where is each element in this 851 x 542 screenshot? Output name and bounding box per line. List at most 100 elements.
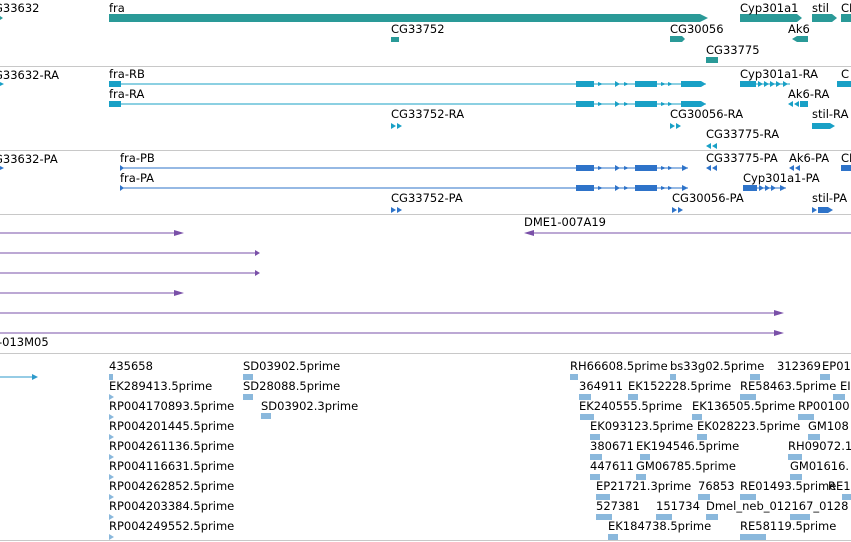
gene-label: CG30056 (670, 22, 724, 36)
gene-glyph-cg33752[interactable] (391, 37, 399, 42)
est-label[interactable]: SD28088.5prime (243, 379, 341, 393)
gene-label: CG33775 (706, 43, 760, 57)
est-label[interactable]: RE01493.5prime (740, 479, 837, 493)
est-label[interactable]: EK184738.5prime (608, 519, 712, 533)
protein-cg30056-pa[interactable] (672, 207, 683, 213)
est-label[interactable]: EK152228.5prime (628, 379, 732, 393)
est-label[interactable]: 380671 (590, 439, 634, 453)
est-label[interactable]: 364911 (579, 379, 623, 393)
clone-row[interactable] (0, 270, 260, 276)
protein-cg33775-pa[interactable] (706, 165, 717, 171)
gene-glyph-cg30056[interactable] (670, 36, 685, 42)
est-glyphs (0, 374, 851, 540)
clone-label: -013M05 (0, 335, 49, 349)
gene-label: G33632 (0, 1, 40, 15)
est-label[interactable]: bs33g02.5prime (670, 359, 765, 373)
gene-glyphs (0, 14, 851, 63)
clone-glyphs (0, 230, 851, 336)
est-label[interactable]: EP01 (822, 359, 851, 373)
est-label[interactable]: 447611 (590, 459, 634, 473)
est-label[interactable]: RP004261136.5prime (109, 439, 235, 453)
gene-glyph-stil[interactable] (812, 14, 837, 22)
est-label[interactable]: 76853 (698, 479, 735, 493)
clone-row[interactable] (0, 230, 184, 236)
gene-glyph-g33632[interactable] (0, 16, 3, 20)
track-separator (0, 66, 851, 67)
protein-label: fra-PB (120, 151, 155, 165)
gene-glyph-cyp301a1[interactable] (740, 14, 802, 22)
est-label[interactable]: Dmel_neb_012167_0128 (706, 499, 849, 513)
gene-track: G33632 fra CG33752 CG30056 CG33775 Cyp30… (0, 0, 851, 66)
est-label[interactable]: EK194546.5prime (636, 439, 740, 453)
clone-dme1-007a19[interactable] (524, 230, 851, 236)
protein-ak6-pa[interactable] (789, 165, 800, 171)
est-label[interactable]: GM108 (808, 419, 849, 433)
est-label[interactable]: RP004203384.5prime (109, 499, 235, 513)
est-label[interactable]: 527381 (596, 499, 640, 513)
est-label[interactable]: RE1 (828, 479, 851, 493)
transcript-fra-rb[interactable] (109, 81, 706, 87)
transcript-label: Cyp301a1-RA (740, 67, 818, 81)
clone-row[interactable] (0, 330, 784, 336)
est-label[interactable]: RP004262852.5prime (109, 479, 235, 493)
est-label[interactable]: RP004249552.5prime (109, 519, 235, 533)
protein-cg33752-pa[interactable] (391, 207, 402, 213)
transcript-stil-ra[interactable] (812, 123, 835, 129)
est-label[interactable]: EK289413.5prime (109, 379, 213, 393)
protein-label: fra-PA (120, 171, 155, 185)
gene-label: stil (812, 1, 829, 15)
est-label[interactable]: RE58119.5prime (740, 519, 837, 533)
est-label[interactable]: EK240555.5prime (579, 399, 683, 413)
est-label[interactable]: GM01616. (790, 459, 850, 473)
protein-label: Cyp301a1-PA (743, 171, 820, 185)
protein-label: CG33752-PA (391, 191, 463, 205)
transcript-cg33752-ra[interactable] (391, 123, 402, 129)
transcript-label: CG30056-RA (670, 107, 744, 121)
transcript-fra-ra[interactable] (109, 101, 706, 107)
est-label[interactable]: RE58463.5prime (740, 379, 837, 393)
transcript-label: Ak6-RA (788, 87, 830, 101)
transcript-label: CG33775-RA (706, 127, 780, 141)
est-label[interactable]: GM06785.5prime (636, 459, 736, 473)
transcript-label: G33632-RA (0, 68, 60, 82)
est-label[interactable]: RP004116631.5prime (109, 459, 235, 473)
est-label[interactable]: EK136505.5prime (692, 399, 796, 413)
clone-row[interactable] (0, 250, 260, 256)
est-label[interactable]: SD03902.3prime (261, 399, 359, 413)
gene-label: CI (841, 1, 851, 15)
transcript-label: fra-RB (109, 67, 145, 81)
gene-glyph-fra[interactable] (109, 14, 708, 22)
protein-label: CI (841, 151, 851, 165)
est-label[interactable]: 312369 (777, 359, 821, 373)
est-label[interactable]: RH09072.1 (788, 439, 851, 453)
gene-label: Ak6 (788, 22, 810, 36)
est-label[interactable]: RP004170893.5prime (109, 399, 235, 413)
transcript-ak6-ra[interactable] (788, 101, 808, 107)
est-label[interactable]: 151734 (656, 499, 700, 513)
protein-label: G33632-PA (0, 152, 58, 166)
est-label[interactable]: RP00100 (798, 399, 850, 413)
gene-glyph-cg33775[interactable] (706, 57, 718, 63)
est-label[interactable]: RP004201445.5prime (109, 419, 235, 433)
clone-row[interactable] (0, 310, 784, 316)
est-label[interactable]: EK028223.5prime (697, 419, 801, 433)
transcript-cyp301a1-ra[interactable] (740, 81, 790, 87)
protein-fra-pb[interactable] (120, 165, 688, 171)
transcript-cg33775-ra[interactable] (706, 143, 717, 149)
protein-fra-pa[interactable] (120, 185, 688, 191)
clone-row[interactable] (0, 290, 184, 296)
transcript-cg30056-ra[interactable] (670, 123, 681, 129)
gene-glyph-ak6[interactable] (792, 36, 808, 42)
est-label[interactable]: 435658 (109, 359, 153, 373)
track-separator (0, 540, 851, 541)
est-label[interactable]: EI (840, 379, 851, 393)
est-label[interactable]: EK093123.5prime (590, 419, 694, 433)
est-label[interactable]: RH66608.5prime (570, 359, 668, 373)
protein-label: stil-PA (812, 191, 848, 205)
protein-stil-pa[interactable] (812, 207, 833, 213)
gene-glyph-ci[interactable] (841, 14, 851, 22)
protein-cyp301a1-pa[interactable] (743, 185, 786, 191)
est-label[interactable]: EP21721.3prime (596, 479, 692, 493)
est-label[interactable]: SD03902.5prime (243, 359, 341, 373)
transcript-label: stil-RA (812, 107, 849, 121)
